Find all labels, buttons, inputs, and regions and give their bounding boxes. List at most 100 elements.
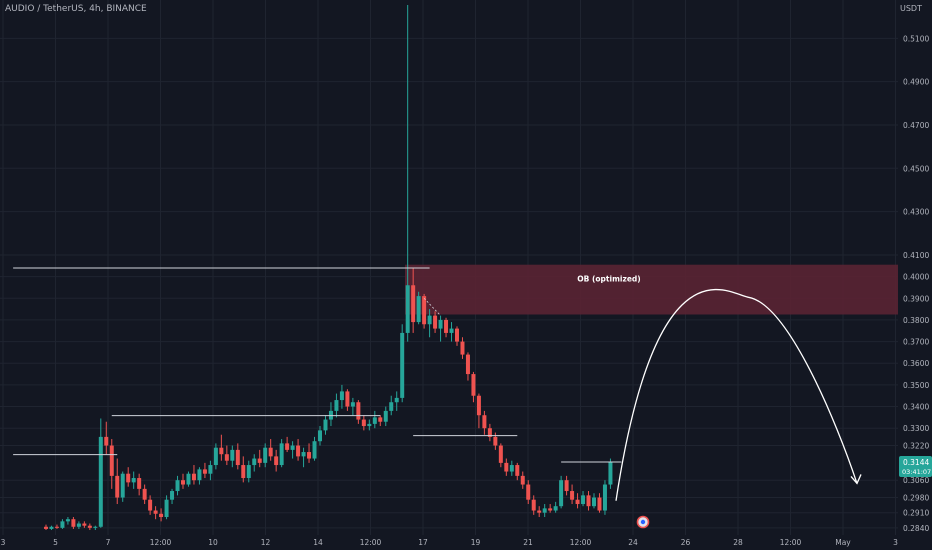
candle bbox=[197, 467, 202, 485]
candle-body bbox=[318, 430, 322, 442]
projection-curve[interactable] bbox=[615, 288, 858, 501]
candle bbox=[339, 384, 344, 409]
candle bbox=[230, 445, 235, 468]
price-tick-label: 0.3300 bbox=[903, 424, 929, 433]
candle-body bbox=[49, 526, 54, 529]
drawings[interactable] bbox=[13, 267, 862, 501]
time-tick-label: 3 bbox=[893, 538, 898, 547]
candle-body bbox=[257, 458, 262, 463]
candle-body bbox=[126, 473, 131, 483]
candle bbox=[137, 473, 142, 496]
candle bbox=[241, 456, 246, 483]
candle-body bbox=[268, 447, 273, 457]
candle bbox=[318, 426, 322, 446]
candle-body bbox=[87, 525, 92, 528]
candle-body bbox=[230, 449, 235, 461]
candle-body bbox=[181, 480, 185, 485]
candle-body bbox=[54, 526, 59, 528]
candle bbox=[76, 521, 81, 529]
candle-body bbox=[148, 499, 153, 511]
candle bbox=[148, 495, 153, 515]
candle bbox=[208, 460, 213, 481]
candle bbox=[476, 393, 481, 429]
candle bbox=[71, 517, 76, 529]
candle-body bbox=[301, 452, 306, 457]
candle bbox=[444, 317, 449, 338]
candle-body bbox=[44, 526, 48, 529]
ob-zone-rect[interactable] bbox=[405, 264, 898, 315]
candle-body bbox=[60, 521, 65, 528]
candle-body bbox=[482, 415, 487, 429]
candle bbox=[290, 441, 295, 459]
candle-body bbox=[153, 510, 158, 514]
candle bbox=[126, 467, 131, 487]
candle bbox=[285, 436, 290, 453]
candle-body bbox=[323, 419, 328, 431]
candle bbox=[570, 484, 575, 505]
price-tick-label: 0.2980 bbox=[903, 494, 929, 503]
candle-body bbox=[389, 402, 394, 411]
candle bbox=[219, 434, 224, 461]
time-tick-label: 26 bbox=[681, 538, 691, 547]
candle-body bbox=[449, 328, 454, 333]
candle bbox=[487, 423, 492, 442]
price-tick-label: 0.3900 bbox=[903, 294, 929, 303]
candle-body bbox=[241, 465, 246, 479]
candle-body bbox=[378, 417, 383, 422]
candle-body bbox=[559, 480, 564, 507]
bar-countdown: 03:41:07 bbox=[902, 468, 931, 476]
candle bbox=[98, 418, 103, 528]
candle bbox=[559, 475, 564, 509]
candle bbox=[60, 519, 65, 529]
candle-body bbox=[476, 395, 481, 416]
time-tick-label: 21 bbox=[523, 538, 533, 547]
candle-body bbox=[197, 469, 202, 481]
candle bbox=[263, 443, 268, 468]
candle-body bbox=[307, 452, 312, 459]
ob-zone[interactable]: OB (optimized) bbox=[405, 264, 898, 315]
candle bbox=[367, 419, 372, 431]
candle-body bbox=[548, 508, 553, 511]
candle bbox=[531, 495, 536, 515]
time-axis[interactable]: 3 5 7 12:00 10 12 14 12:00 17 19 21 12:00 24 26 28 12:0… bbox=[1, 538, 932, 547]
price-tick-label: 0.3060 bbox=[903, 476, 929, 485]
time-tick-label: May bbox=[835, 538, 851, 547]
time-tick-label: 12 bbox=[261, 538, 271, 547]
candle-body bbox=[137, 478, 142, 489]
candle-body bbox=[608, 462, 613, 485]
time-tick-label: 12:00 bbox=[360, 538, 382, 547]
candle bbox=[345, 389, 350, 411]
candle-body bbox=[202, 469, 207, 474]
price-tick-label: 0.2910 bbox=[903, 509, 929, 518]
projection-arrowhead bbox=[850, 474, 862, 485]
candle-body bbox=[575, 499, 580, 505]
candle bbox=[460, 337, 465, 359]
candle-body bbox=[191, 473, 196, 481]
time-tick-label: 12:00 bbox=[780, 538, 802, 547]
time-tick-label: 24 bbox=[628, 538, 638, 547]
candle-body bbox=[82, 523, 87, 526]
candle bbox=[537, 506, 542, 518]
candle-body bbox=[405, 285, 410, 333]
price-axis[interactable]: 0.5100 0.4900 0.4700 0.4500 0.4300 0.4100 0.40… bbox=[903, 34, 929, 532]
candle-body bbox=[164, 499, 169, 518]
candle-body bbox=[372, 417, 377, 424]
candle-body bbox=[252, 458, 257, 466]
candle-body bbox=[438, 319, 443, 329]
candle-body bbox=[170, 491, 175, 500]
symbol-title[interactable]: AUDIO / TetherUS, 4h, BINANCE bbox=[5, 4, 147, 14]
time-tick-label: 12:00 bbox=[570, 538, 592, 547]
candle-body bbox=[542, 508, 547, 513]
candle bbox=[592, 493, 596, 509]
candle bbox=[548, 504, 553, 513]
candle-body bbox=[279, 443, 284, 466]
candle bbox=[296, 439, 301, 461]
candle bbox=[515, 462, 520, 481]
currency-label: USDT bbox=[900, 4, 922, 13]
candle-body bbox=[361, 419, 366, 427]
candle bbox=[87, 523, 92, 531]
alert-icon[interactable] bbox=[636, 515, 650, 529]
candle bbox=[49, 525, 54, 531]
candle-body bbox=[93, 526, 98, 528]
